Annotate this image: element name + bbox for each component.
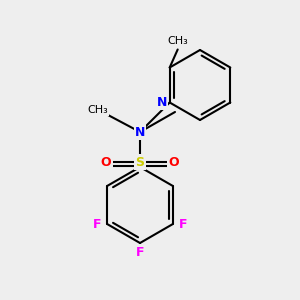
Text: CH₃: CH₃: [88, 105, 108, 115]
Text: O: O: [101, 155, 111, 169]
Text: F: F: [179, 218, 187, 230]
Text: F: F: [136, 247, 144, 260]
Text: F: F: [93, 218, 101, 230]
Text: S: S: [136, 155, 145, 169]
Text: N: N: [135, 125, 145, 139]
Text: O: O: [169, 155, 179, 169]
Text: N: N: [157, 96, 167, 109]
Text: CH₃: CH₃: [167, 37, 188, 46]
